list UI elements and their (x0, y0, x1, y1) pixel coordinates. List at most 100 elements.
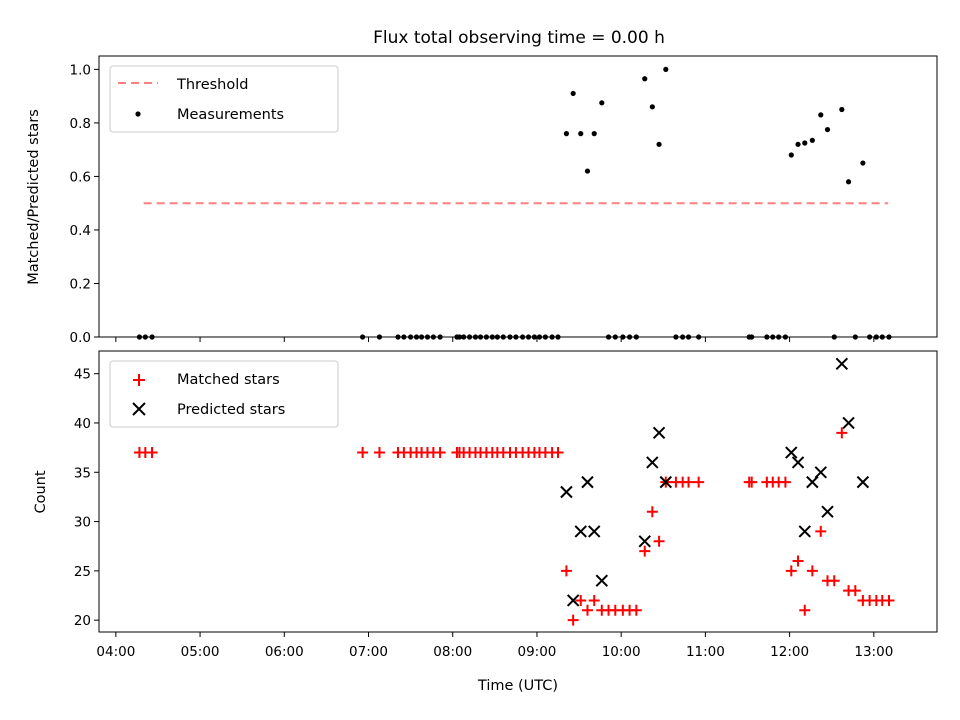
x-tick-label: 10:00 (602, 644, 641, 660)
top-y-axis-label: Matched/Predicted stars (26, 109, 42, 285)
measurement-point (599, 100, 605, 106)
matched-star-point (815, 525, 827, 537)
bottom-y-tick-label: 30 (74, 515, 91, 531)
measurement-point (764, 334, 770, 340)
predicted-star-point (574, 525, 587, 538)
measurement-point (873, 334, 879, 340)
measurement-point (649, 104, 655, 110)
measurement-point (578, 131, 584, 137)
measurement-point (788, 152, 794, 158)
matched-star-point (849, 585, 861, 597)
top-y-tick-label: 0.0 (70, 330, 91, 346)
matched-star-point (357, 447, 369, 459)
measurement-point (483, 334, 490, 340)
matched-star-point (588, 594, 600, 606)
measurement-point (696, 334, 702, 340)
x-tick-label: 04:00 (96, 644, 135, 660)
measurement-point (680, 334, 686, 340)
x-tick-label: 07:00 (349, 644, 388, 660)
measurement-point (685, 334, 692, 340)
top-panel: 0.0 0.2 0.4 0.6 0.8 1.0 Matched/Predicted sta… (26, 55, 938, 346)
measurement-point (845, 179, 852, 185)
matched-star-point (630, 604, 642, 616)
predicted-star-point (791, 456, 805, 469)
measurement-point (401, 334, 407, 340)
legend-measurements-label: Measurements (177, 107, 284, 123)
measurement-point (584, 168, 591, 174)
measurement-point (563, 131, 570, 137)
measurement-point (531, 334, 538, 340)
measurement-point (477, 334, 484, 340)
measurement-point (549, 334, 555, 340)
bottom-y-tick-label: 20 (74, 613, 91, 629)
measurement-point (612, 334, 618, 340)
measurement-point (886, 334, 892, 340)
measurement-point (424, 334, 431, 340)
measurement-point (142, 334, 148, 340)
matched-stars-points (133, 427, 895, 626)
predicted-star-point (785, 446, 798, 459)
bottom-y-tick-label: 35 (74, 465, 91, 481)
measurement-point (656, 141, 662, 147)
measurement-point (749, 334, 755, 340)
measurement-point (542, 334, 548, 340)
top-y-tick-label: 0.2 (70, 276, 91, 292)
measurement-point (839, 106, 845, 113)
measurement-point (437, 334, 443, 340)
measurement-point (591, 131, 597, 137)
predicted-star-point (581, 475, 594, 489)
predicted-star-point (856, 475, 870, 489)
predicted-star-point (798, 525, 811, 538)
matched-star-point (779, 476, 791, 488)
top-y-tick-label: 1.0 (70, 62, 91, 78)
predicted-star-point (566, 594, 580, 607)
matched-star-point (883, 594, 895, 606)
measurement-point (831, 334, 837, 340)
measurement-point (879, 334, 885, 340)
top-y-tick-label: 0.8 (70, 116, 91, 132)
x-tick-label: 12:00 (770, 644, 809, 660)
matched-star-point (653, 535, 665, 547)
top-x-tick-marks (115, 337, 875, 342)
predicted-star-point (560, 485, 573, 499)
top-y-tick-label: 0.4 (70, 223, 91, 239)
matched-star-point (373, 447, 385, 459)
measurement-point (136, 334, 143, 340)
bottom-y-axis: 20 25 30 35 40 45 (74, 367, 99, 629)
x-axis-label: Time (UTC) (477, 678, 558, 694)
bottom-plot-frame (98, 350, 938, 633)
measurement-point (430, 334, 436, 340)
measurement-point (456, 334, 463, 340)
x-tick-label: 09:00 (517, 644, 556, 660)
measurement-point (489, 334, 495, 340)
legend-measurements-swatch (135, 111, 141, 117)
legend-matched-label: Matched stars (177, 372, 280, 388)
predicted-star-point (835, 357, 849, 371)
matched-star-point (581, 604, 593, 616)
matched-star-point (560, 565, 572, 577)
predicted-star-point (652, 426, 666, 440)
measurement-point (500, 334, 506, 340)
matched-star-point (785, 565, 797, 577)
measurement-point (413, 334, 420, 340)
measurement-point (555, 334, 561, 340)
bottom-legend-box (109, 360, 339, 428)
bottom-x-axis: 04:00 05:00 06:00 07:00 08:00 09:00 10:00 11:00… (96, 632, 893, 660)
matched-star-point (575, 594, 587, 606)
bottom-y-tick-label: 40 (74, 416, 91, 432)
x-tick-label: 13:00 (854, 644, 893, 660)
legend-matched-swatch (133, 374, 145, 386)
top-legend-box (109, 65, 339, 133)
measurement-point (360, 334, 366, 340)
predicted-star-point (595, 574, 609, 587)
x-tick-label: 05:00 (181, 644, 220, 660)
predicted-star-point (659, 475, 673, 489)
measurement-point (626, 334, 633, 340)
measurement-point (472, 334, 479, 340)
matched-star-point (828, 575, 840, 587)
legend-predicted-swatch (132, 402, 146, 416)
top-legend: Threshold Measurements (109, 65, 339, 133)
predicted-star-point (646, 456, 659, 469)
measurement-point (494, 334, 500, 340)
